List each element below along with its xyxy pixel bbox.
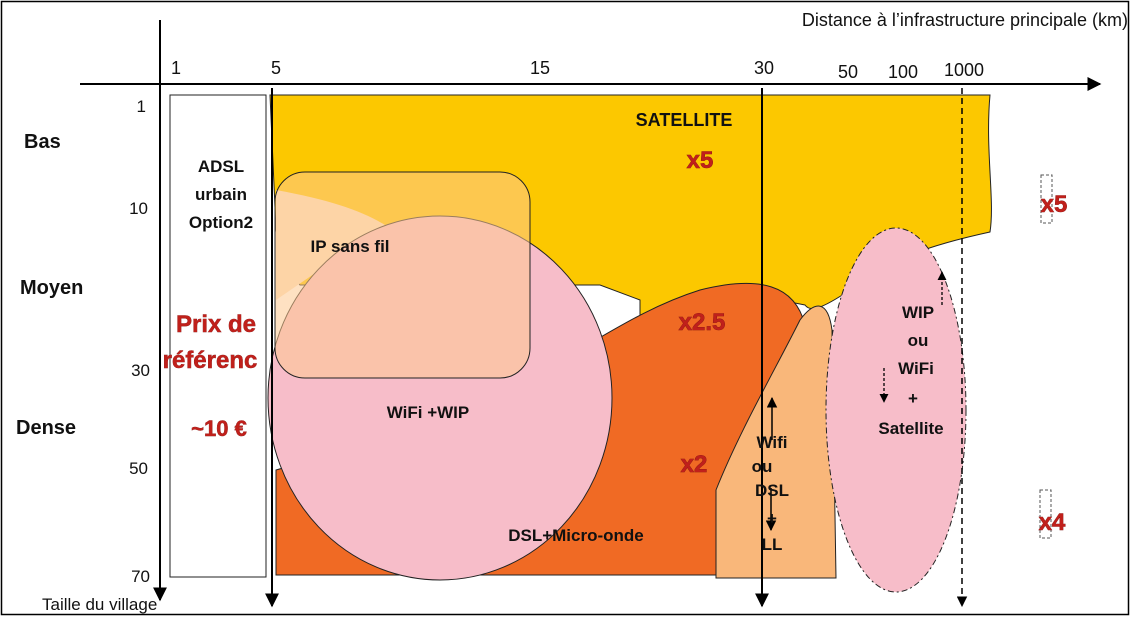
y-category-dense: Dense bbox=[16, 417, 76, 439]
wip-label-line3: WiFi bbox=[898, 359, 934, 378]
region-adsl-urbain bbox=[169, 94, 267, 578]
x-tick-100: 100 bbox=[888, 62, 918, 82]
wip-label-line1: WIP bbox=[902, 303, 934, 322]
x-tick-1000: 1000 bbox=[944, 60, 984, 80]
ip-sans-fil-label: IP sans fil bbox=[310, 237, 389, 256]
multiplier-low: x2 bbox=[681, 451, 708, 478]
adsl-label-line3: Option2 bbox=[189, 213, 253, 232]
y-tick-1: 1 bbox=[137, 97, 146, 116]
wifi-dsl-ll-line3: DSL bbox=[755, 481, 789, 500]
region-ip-sans-fil bbox=[274, 171, 531, 379]
wifi-dsl-ll-line2: ou bbox=[752, 457, 773, 476]
x-tick-50: 50 bbox=[838, 62, 858, 82]
x-axis-title: Distance à l’infrastructure principale (… bbox=[802, 10, 1128, 30]
y-axis-title: Taille du village bbox=[42, 595, 157, 614]
adsl-label-line1: ADSL bbox=[198, 157, 244, 176]
x-tick-15: 15 bbox=[530, 58, 550, 78]
wip-label-line5: Satellite bbox=[878, 419, 943, 438]
reference-price-line2: référenc bbox=[163, 347, 258, 374]
y-tick-50: 50 bbox=[129, 459, 148, 478]
y-tick-70: 70 bbox=[131, 567, 150, 586]
x-tick-1: 1 bbox=[171, 58, 181, 78]
wifi-dsl-ll-line5: LL bbox=[762, 535, 783, 554]
x-tick-30: 30 bbox=[754, 58, 774, 78]
reference-price-line1: Prix de bbox=[176, 311, 256, 338]
y-category-moyen: Moyen bbox=[20, 277, 83, 299]
wip-label-line2: ou bbox=[908, 331, 929, 350]
wifi-wip-label: WiFi +WIP bbox=[387, 403, 470, 422]
wifi-dsl-ll-line1: Wifi bbox=[756, 433, 787, 452]
x-tick-5: 5 bbox=[271, 58, 281, 78]
dsl-micro-onde-label: DSL+Micro-onde bbox=[508, 526, 644, 545]
region-wifi-dsl-ll bbox=[715, 305, 837, 579]
multiplier-mid: x2.5 bbox=[679, 309, 726, 336]
wifi-dsl-ll-line4: + bbox=[767, 509, 777, 528]
reference-price-value: ~10 € bbox=[191, 416, 247, 441]
multiplier-satellite: x5 bbox=[687, 147, 714, 174]
y-category-bas: Bas bbox=[24, 131, 61, 153]
wip-label-line4: + bbox=[908, 389, 918, 408]
y-tick-10: 10 bbox=[129, 199, 148, 218]
region-wip-wifi-satellite bbox=[825, 227, 967, 593]
marker-box-top bbox=[1040, 174, 1053, 224]
y-tick-30: 30 bbox=[131, 361, 150, 380]
multiplier-right-top: x5 bbox=[1041, 191, 1068, 218]
marker-box-bottom bbox=[1039, 489, 1052, 539]
satellite-label: SATELLITE bbox=[636, 110, 733, 130]
adsl-label-line2: urbain bbox=[195, 185, 247, 204]
multiplier-right-bottom: x4 bbox=[1039, 509, 1066, 536]
